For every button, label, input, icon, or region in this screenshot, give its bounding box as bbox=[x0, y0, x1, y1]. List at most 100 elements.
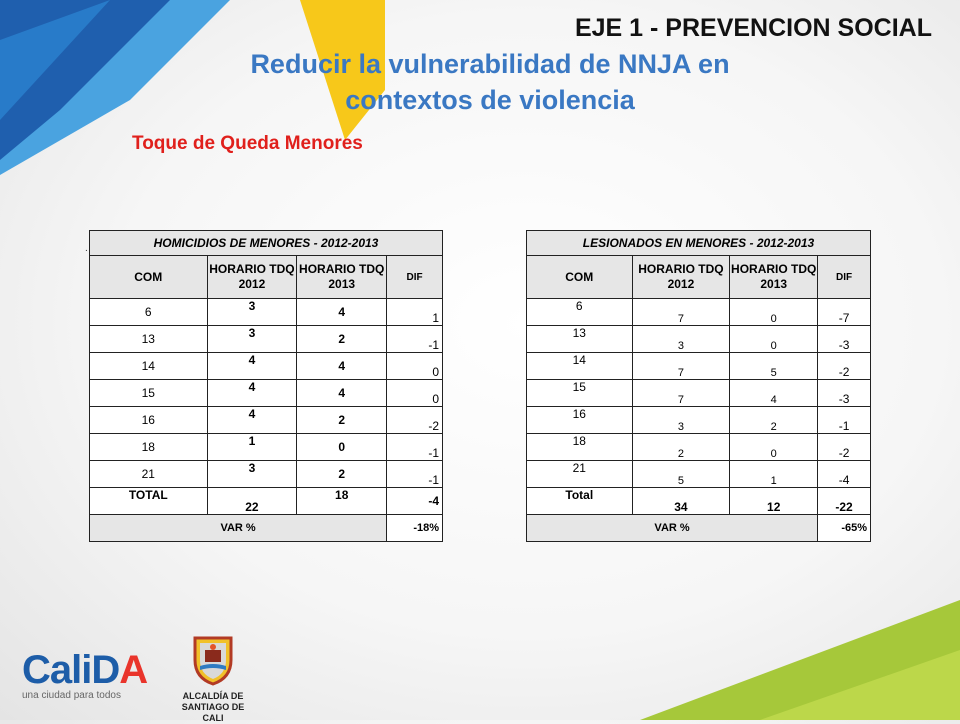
homicidios-table: HOMICIDIOS DE MENORES - 2012-2013 COM HO… bbox=[88, 230, 443, 542]
alcaldia-logo: ALCALDÍA DE SANTIAGO DE CALI bbox=[178, 634, 248, 724]
cell-2012: 3 bbox=[631, 406, 731, 434]
section-header: EJE 1 - PREVENCION SOCIAL bbox=[574, 14, 932, 42]
total-label: Total bbox=[526, 487, 633, 515]
cell-2013: 4 bbox=[296, 379, 388, 407]
column-header: HORARIO TDQ 2012 bbox=[206, 255, 298, 299]
cell-2012: 4 bbox=[206, 406, 298, 434]
column-header: HORARIO TDQ 2013 bbox=[729, 255, 819, 299]
cell-dif: -7 bbox=[817, 298, 871, 326]
cell-2012: 3 bbox=[206, 325, 298, 353]
stray-dot: . bbox=[85, 243, 88, 254]
cell-2013: 2 bbox=[296, 406, 388, 434]
total-2012: 22 bbox=[206, 487, 298, 515]
page-title-line1: Reducir la vulnerabilidad de NNJA en bbox=[250, 49, 730, 79]
calida-tagline: una ciudad para todos bbox=[22, 690, 121, 701]
table-row: 18 2 0 -2 bbox=[526, 433, 871, 461]
table-row: 13 3 0 -3 bbox=[526, 325, 871, 353]
table-row: 15 7 4 -3 bbox=[526, 379, 871, 407]
total-dif: -4 bbox=[386, 487, 443, 515]
table-row: 16 3 2 -1 bbox=[526, 406, 871, 434]
cell-2012: 3 bbox=[206, 298, 298, 326]
coat-of-arms-icon bbox=[193, 636, 233, 686]
var-label: VAR % bbox=[88, 514, 388, 542]
total-2012: 34 bbox=[631, 487, 731, 515]
cell-dif: -2 bbox=[817, 352, 871, 380]
cell-2013: 4 bbox=[729, 379, 819, 407]
table-row: 14 4 4 0 bbox=[89, 352, 443, 380]
calida-wordmark-part: A bbox=[119, 648, 148, 692]
table-title: LESIONADOS EN MENORES - 2012-2013 bbox=[526, 230, 871, 256]
cell-com: 16 bbox=[526, 406, 633, 434]
column-header: COM bbox=[89, 255, 208, 299]
table-row: 15 4 4 0 bbox=[89, 379, 443, 407]
calida-logo: CaliDA una ciudad para todos bbox=[22, 648, 148, 701]
table-title: HOMICIDIOS DE MENORES - 2012-2013 bbox=[89, 230, 443, 256]
cell-com: 16 bbox=[89, 406, 208, 434]
table-row: 13 3 2 -1 bbox=[89, 325, 443, 353]
cell-2013: 1 bbox=[729, 460, 819, 488]
deco-blue-mid bbox=[0, 0, 110, 120]
var-row: VAR % -65% bbox=[525, 514, 871, 542]
cell-dif: -2 bbox=[817, 433, 871, 461]
cell-com: 18 bbox=[89, 433, 208, 461]
cell-2013: 2 bbox=[729, 406, 819, 434]
var-value: -18% bbox=[386, 514, 443, 542]
cell-dif: -1 bbox=[386, 325, 443, 353]
cell-com: 15 bbox=[526, 379, 633, 407]
total-2013: 12 bbox=[729, 487, 819, 515]
cell-dif: -1 bbox=[817, 406, 871, 434]
deco-yellow-top bbox=[300, 0, 385, 140]
total-label: TOTAL bbox=[89, 487, 208, 515]
cell-dif: 1 bbox=[386, 298, 443, 326]
cell-com: 14 bbox=[89, 352, 208, 380]
cell-2012: 4 bbox=[206, 352, 298, 380]
table-row: 18 1 0 -1 bbox=[89, 433, 443, 461]
cell-2013: 4 bbox=[296, 298, 388, 326]
table-row: 16 4 2 -2 bbox=[89, 406, 443, 434]
page-title-line2: contextos de violencia bbox=[345, 85, 635, 115]
cell-com: 13 bbox=[89, 325, 208, 353]
cell-2012: 3 bbox=[206, 460, 298, 488]
deco-green-light bbox=[760, 650, 960, 720]
total-dif: -22 bbox=[817, 487, 871, 515]
table-row: 14 7 5 -2 bbox=[526, 352, 871, 380]
table-row: 6 7 0 -7 bbox=[526, 298, 871, 326]
cell-2012: 1 bbox=[206, 433, 298, 461]
cell-2013: 2 bbox=[296, 460, 388, 488]
calida-wordmark-part: Cali bbox=[22, 648, 92, 692]
cell-com: 14 bbox=[526, 352, 633, 380]
cell-2013: 4 bbox=[296, 352, 388, 380]
cell-2013: 0 bbox=[729, 325, 819, 353]
cell-dif: -3 bbox=[817, 379, 871, 407]
page-title: Reducir la vulnerabilidad de NNJA en con… bbox=[150, 46, 830, 118]
cell-2013: 2 bbox=[296, 325, 388, 353]
cell-com: 18 bbox=[526, 433, 633, 461]
calida-wordmark-part: D bbox=[91, 648, 120, 692]
cell-2012: 7 bbox=[631, 379, 731, 407]
alcaldia-line1: ALCALDÍA DE bbox=[182, 691, 244, 701]
var-row: VAR % -18% bbox=[88, 514, 443, 542]
alcaldia-line2: SANTIAGO DE CALI bbox=[181, 702, 245, 723]
cell-dif: -1 bbox=[386, 433, 443, 461]
calida-wordmark: CaliDA bbox=[22, 648, 148, 692]
cell-com: 15 bbox=[89, 379, 208, 407]
cell-2012: 2 bbox=[631, 433, 731, 461]
cell-dif: -2 bbox=[386, 406, 443, 434]
cell-dif: -3 bbox=[817, 325, 871, 353]
column-header: DIF bbox=[817, 255, 871, 299]
cell-2012: 3 bbox=[631, 325, 731, 353]
cell-com: 13 bbox=[526, 325, 633, 353]
column-header: COM bbox=[526, 255, 633, 299]
cell-com: 6 bbox=[526, 298, 633, 326]
column-header: DIF bbox=[386, 255, 443, 299]
cell-2013: 0 bbox=[296, 433, 388, 461]
page-subtitle: Toque de Queda Menores bbox=[132, 133, 363, 154]
cell-2012: 7 bbox=[631, 298, 731, 326]
cell-dif: 0 bbox=[386, 379, 443, 407]
var-value: -65% bbox=[817, 514, 871, 542]
cell-2012: 7 bbox=[631, 352, 731, 380]
cell-2013: 0 bbox=[729, 433, 819, 461]
cell-dif: -1 bbox=[386, 460, 443, 488]
